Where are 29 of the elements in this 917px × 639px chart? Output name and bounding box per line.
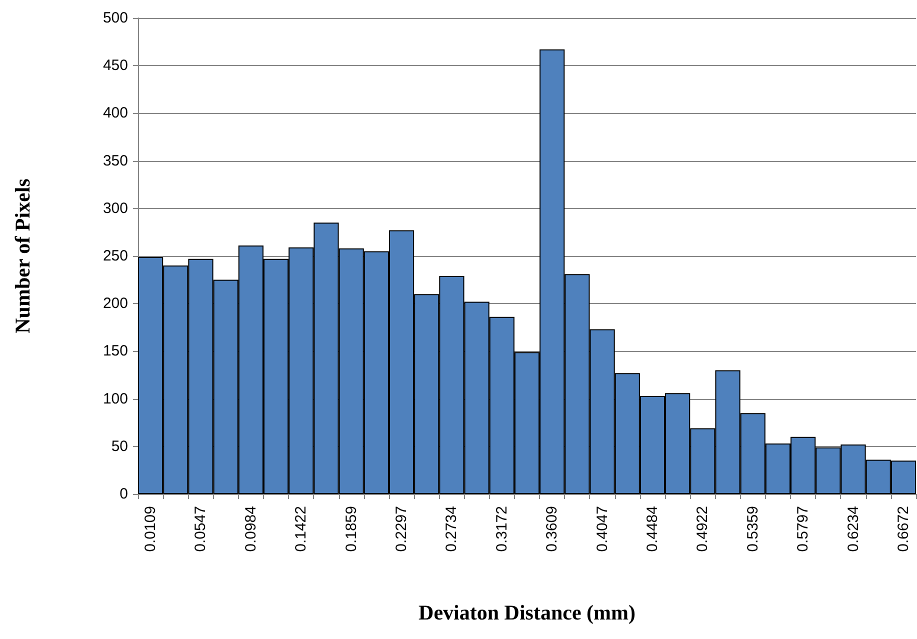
y-tick-label: 50 (111, 438, 128, 455)
y-tick-label: 250 (102, 248, 128, 264)
y-tick-label: 150 (102, 342, 128, 360)
x-tick-label: 0.4922 (694, 506, 712, 552)
x-tick-label: 0.0984 (242, 506, 260, 552)
x-tick-label: 0.5797 (794, 506, 812, 552)
x-tick-label: 0.6234 (844, 506, 862, 552)
y-tick-label: 400 (102, 104, 128, 122)
y-tick-label: 100 (102, 390, 128, 408)
x-tick-label: 0.2297 (393, 506, 410, 552)
x-tick-label: 0.0109 (142, 506, 160, 552)
y-tick-label: 350 (102, 152, 128, 170)
x-tick-label: 0.2734 (443, 506, 460, 552)
x-tick-label: 0.3172 (493, 506, 510, 552)
y-tick-label: 200 (102, 295, 128, 312)
y-axis-title: Number of Pixels (10, 178, 34, 334)
x-axis-title: Deviaton Distance (mm) (418, 600, 636, 624)
x-tick-label: 0.5359 (744, 506, 762, 552)
x-tick-label: 0.3609 (544, 506, 561, 552)
x-tick-label: 0.4047 (594, 506, 611, 552)
y-tick-label: 0 (120, 486, 128, 502)
y-tick-label: 500 (102, 10, 128, 26)
x-tick-label: 0.1859 (342, 506, 360, 552)
y-tick-label: 450 (102, 57, 128, 74)
x-tick-label: 0.4484 (644, 506, 661, 552)
y-tick-label: 300 (102, 200, 128, 217)
x-tick-label: 0.1422 (292, 506, 310, 552)
x-tick-label: 0.0547 (192, 506, 210, 552)
x-tick-label: 0.6672 (894, 506, 912, 552)
